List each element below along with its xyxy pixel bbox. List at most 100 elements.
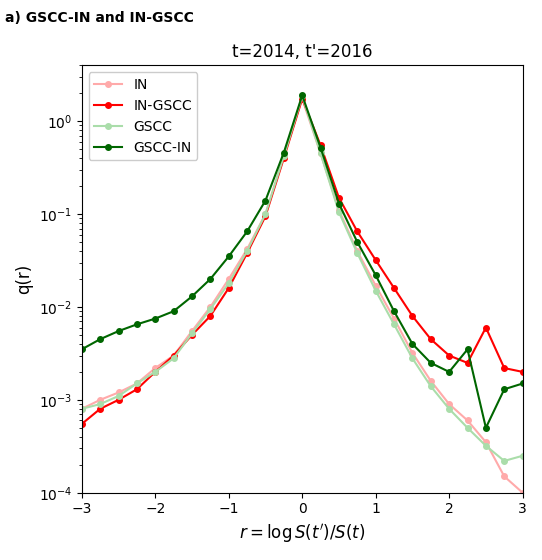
- GSCC-IN: [79, 346, 85, 353]
- GSCC-IN: [281, 149, 287, 156]
- GSCC-IN: [464, 346, 471, 353]
- GSCC: [501, 458, 507, 464]
- Line: IN-GSCC: IN-GSCC: [79, 96, 525, 427]
- GSCC: [115, 393, 122, 399]
- IN-GSCC: [519, 368, 526, 375]
- GSCC-IN: [134, 321, 140, 328]
- Y-axis label: q(r): q(r): [15, 264, 33, 294]
- IN-GSCC: [464, 360, 471, 366]
- IN-GSCC: [446, 352, 453, 359]
- GSCC: [428, 383, 434, 390]
- IN-GSCC: [391, 284, 397, 291]
- GSCC-IN: [262, 197, 269, 204]
- GSCC-IN: [152, 315, 158, 322]
- IN: [189, 328, 195, 334]
- IN: [97, 396, 104, 403]
- GSCC-IN: [354, 239, 360, 245]
- GSCC: [372, 287, 379, 294]
- IN-GSCC: [354, 228, 360, 235]
- IN: [519, 489, 526, 496]
- GSCC-IN: [189, 293, 195, 300]
- GSCC: [335, 209, 342, 216]
- IN-GSCC: [134, 386, 140, 393]
- IN: [299, 95, 306, 102]
- GSCC: [262, 211, 269, 217]
- GSCC: [189, 330, 195, 337]
- GSCC-IN: [482, 424, 489, 431]
- IN-GSCC: [372, 256, 379, 263]
- GSCC-IN: [372, 272, 379, 278]
- GSCC: [354, 250, 360, 256]
- IN: [262, 211, 269, 217]
- GSCC: [317, 150, 324, 157]
- GSCC: [281, 153, 287, 160]
- IN: [501, 473, 507, 480]
- IN: [409, 349, 416, 356]
- GSCC-IN: [317, 144, 324, 151]
- GSCC-IN: [299, 92, 306, 99]
- IN-GSCC: [428, 336, 434, 343]
- GSCC-IN: [97, 336, 104, 343]
- GSCC: [464, 424, 471, 431]
- IN: [244, 246, 250, 253]
- GSCC: [446, 405, 453, 412]
- IN: [335, 207, 342, 213]
- Text: a) GSCC-IN and IN-GSCC: a) GSCC-IN and IN-GSCC: [5, 11, 194, 25]
- IN: [317, 150, 324, 157]
- IN-GSCC: [281, 155, 287, 162]
- GSCC: [391, 321, 397, 328]
- GSCC-IN: [244, 228, 250, 235]
- IN: [152, 365, 158, 371]
- Line: GSCC-IN: GSCC-IN: [79, 92, 525, 431]
- GSCC: [134, 380, 140, 387]
- GSCC: [225, 280, 232, 287]
- GSCC-IN: [170, 308, 177, 315]
- GSCC-IN: [115, 328, 122, 334]
- IN: [391, 315, 397, 322]
- IN-GSCC: [482, 324, 489, 331]
- Title: t=2014, t'=2016: t=2014, t'=2016: [232, 43, 372, 61]
- GSCC-IN: [519, 380, 526, 387]
- GSCC: [244, 248, 250, 254]
- IN-GSCC: [152, 368, 158, 375]
- GSCC: [519, 452, 526, 459]
- Legend: IN, IN-GSCC, GSCC, GSCC-IN: IN, IN-GSCC, GSCC, GSCC-IN: [89, 72, 197, 160]
- GSCC: [79, 405, 85, 412]
- IN-GSCC: [97, 405, 104, 412]
- IN: [207, 304, 214, 310]
- IN: [115, 389, 122, 396]
- GSCC: [482, 442, 489, 449]
- IN: [372, 282, 379, 289]
- GSCC: [409, 355, 416, 362]
- IN-GSCC: [262, 213, 269, 220]
- IN-GSCC: [501, 365, 507, 371]
- GSCC-IN: [225, 253, 232, 260]
- IN-GSCC: [317, 142, 324, 149]
- IN: [225, 276, 232, 282]
- GSCC-IN: [391, 308, 397, 315]
- X-axis label: $r = \log S(t')/S(t)$: $r = \log S(t')/S(t)$: [239, 522, 365, 545]
- GSCC: [170, 355, 177, 362]
- GSCC-IN: [335, 200, 342, 207]
- IN-GSCC: [409, 312, 416, 319]
- IN: [79, 405, 85, 412]
- IN: [482, 439, 489, 446]
- IN-GSCC: [299, 95, 306, 102]
- GSCC: [97, 401, 104, 408]
- IN-GSCC: [335, 194, 342, 201]
- GSCC-IN: [409, 340, 416, 347]
- GSCC: [299, 93, 306, 100]
- IN-GSCC: [207, 312, 214, 319]
- Line: IN: IN: [79, 96, 525, 496]
- IN: [170, 352, 177, 359]
- IN: [428, 377, 434, 384]
- IN-GSCC: [115, 396, 122, 403]
- GSCC-IN: [446, 368, 453, 375]
- IN: [134, 380, 140, 387]
- IN-GSCC: [225, 284, 232, 291]
- IN: [464, 417, 471, 424]
- GSCC: [152, 368, 158, 375]
- IN-GSCC: [79, 421, 85, 427]
- GSCC-IN: [207, 276, 214, 282]
- Line: GSCC: GSCC: [79, 94, 525, 464]
